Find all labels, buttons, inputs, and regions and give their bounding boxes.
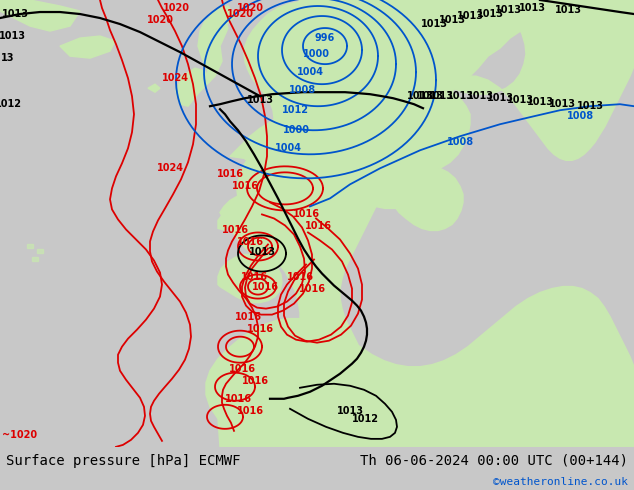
- Polygon shape: [348, 154, 424, 202]
- Text: 1013: 1013: [417, 91, 444, 101]
- Text: 1020: 1020: [146, 15, 174, 25]
- Text: 1013: 1013: [519, 3, 545, 13]
- Text: 1016: 1016: [231, 181, 259, 192]
- Text: 1016: 1016: [216, 170, 243, 179]
- Text: 1013: 1013: [555, 5, 581, 15]
- Text: 1004: 1004: [275, 143, 302, 153]
- Text: ©weatheronline.co.uk: ©weatheronline.co.uk: [493, 477, 628, 487]
- Text: 1016: 1016: [252, 282, 278, 292]
- Text: 1004: 1004: [297, 67, 323, 77]
- Text: 996: 996: [315, 33, 335, 43]
- Text: 1013: 1013: [486, 93, 514, 103]
- Polygon shape: [231, 389, 239, 395]
- Text: 1008: 1008: [288, 85, 316, 95]
- Text: 1012: 1012: [0, 99, 22, 109]
- Text: 1013: 1013: [0, 31, 25, 41]
- Text: 1013: 1013: [467, 91, 493, 101]
- Text: 1008: 1008: [446, 137, 474, 147]
- Polygon shape: [220, 195, 302, 267]
- Polygon shape: [148, 84, 160, 92]
- Polygon shape: [210, 6, 235, 31]
- Text: 1012: 1012: [281, 105, 309, 115]
- Text: 1013: 1013: [526, 97, 553, 107]
- Text: 1016: 1016: [304, 221, 332, 231]
- Text: 13: 13: [1, 53, 15, 63]
- Text: 1013: 1013: [406, 91, 434, 101]
- Text: 1020: 1020: [226, 9, 254, 19]
- Polygon shape: [226, 396, 234, 402]
- Polygon shape: [27, 245, 33, 248]
- Text: 1013: 1013: [477, 9, 503, 19]
- Polygon shape: [60, 36, 115, 58]
- Text: 1008: 1008: [566, 111, 593, 121]
- Text: Th 06-06-2024 00:00 UTC (00+144): Th 06-06-2024 00:00 UTC (00+144): [359, 454, 628, 467]
- Polygon shape: [350, 86, 470, 174]
- Text: 1016: 1016: [299, 284, 325, 294]
- Polygon shape: [218, 213, 228, 230]
- Text: 1016: 1016: [228, 364, 256, 374]
- Text: 1013: 1013: [427, 91, 453, 101]
- Text: 1020: 1020: [162, 3, 190, 13]
- Text: 1012: 1012: [351, 414, 378, 424]
- Polygon shape: [312, 226, 348, 278]
- Text: 1013: 1013: [1, 9, 29, 19]
- Polygon shape: [310, 254, 322, 281]
- Polygon shape: [318, 307, 340, 331]
- Text: Surface pressure [hPa] ECMWF: Surface pressure [hPa] ECMWF: [6, 454, 241, 467]
- Polygon shape: [198, 14, 228, 91]
- Polygon shape: [176, 68, 210, 106]
- Polygon shape: [210, 6, 235, 31]
- Polygon shape: [220, 400, 228, 406]
- Polygon shape: [230, 116, 352, 276]
- Text: 1016: 1016: [236, 406, 264, 416]
- Text: 1013: 1013: [337, 406, 363, 416]
- Text: 1024: 1024: [157, 163, 183, 173]
- Text: 1013: 1013: [249, 247, 276, 258]
- Text: 1013: 1013: [495, 5, 522, 15]
- Text: 1016: 1016: [247, 324, 273, 334]
- Text: ~1020: ~1020: [3, 430, 37, 440]
- Text: 1020: 1020: [236, 3, 264, 13]
- Text: 1016: 1016: [236, 238, 264, 247]
- Polygon shape: [32, 256, 38, 261]
- Text: 1016: 1016: [292, 209, 320, 220]
- Polygon shape: [0, 0, 80, 31]
- Text: 1016: 1016: [242, 376, 269, 386]
- Text: 1013: 1013: [247, 95, 273, 105]
- Text: 1013: 1013: [548, 99, 576, 109]
- Polygon shape: [318, 0, 634, 230]
- Text: 1013: 1013: [456, 11, 484, 21]
- Text: 1000: 1000: [302, 49, 330, 59]
- Polygon shape: [214, 394, 222, 400]
- Text: 1016: 1016: [224, 394, 252, 404]
- Polygon shape: [314, 272, 328, 294]
- Text: 1016: 1016: [235, 312, 261, 321]
- Text: 1013: 1013: [420, 19, 448, 29]
- Text: 1024: 1024: [162, 73, 188, 83]
- Text: 1016: 1016: [287, 271, 313, 282]
- Text: 1013: 1013: [507, 95, 533, 105]
- Polygon shape: [237, 0, 530, 411]
- Text: 1016: 1016: [240, 271, 268, 282]
- Text: 1013: 1013: [446, 91, 474, 101]
- Text: 1013: 1013: [439, 15, 465, 25]
- Polygon shape: [37, 249, 43, 253]
- Polygon shape: [206, 287, 634, 447]
- Polygon shape: [218, 254, 282, 303]
- Text: 1013: 1013: [576, 101, 604, 111]
- Text: 1016: 1016: [221, 225, 249, 236]
- Text: 1000: 1000: [283, 125, 309, 135]
